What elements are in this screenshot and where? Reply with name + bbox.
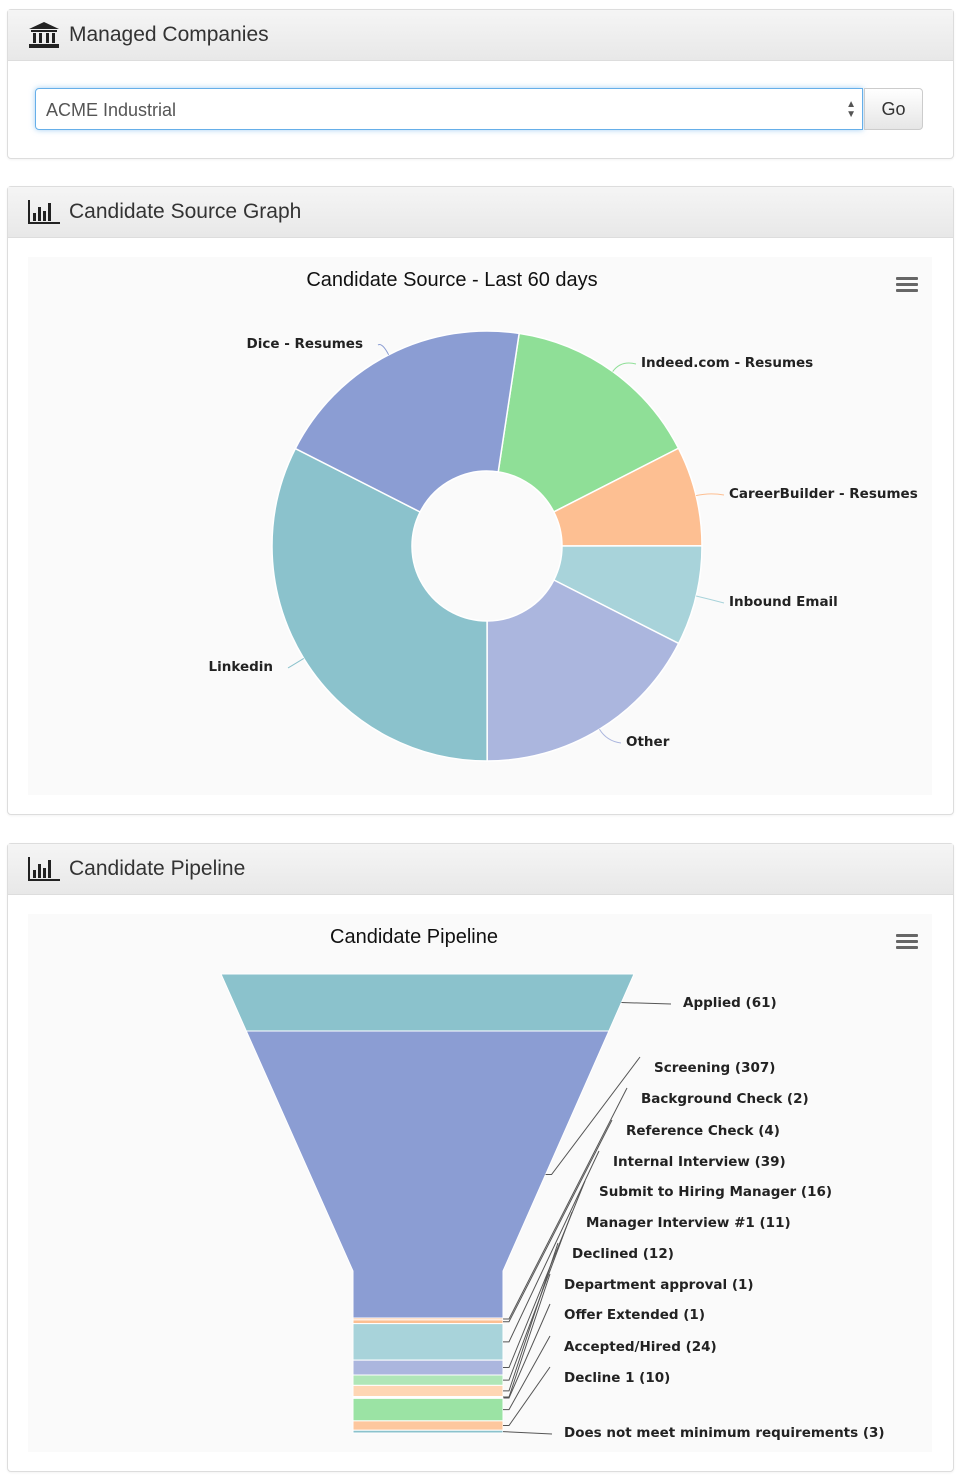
funnel-segment[interactable] bbox=[352, 1319, 504, 1325]
slice-label: Inbound Email bbox=[729, 594, 838, 610]
slice-label: Indeed.com - Resumes bbox=[641, 355, 814, 371]
funnel-label: Department approval (1) bbox=[564, 1277, 754, 1293]
pipeline-funnel-chart: Candidate Pipeline Applied (61) Screening… bbox=[28, 914, 932, 1452]
funnel-segment[interactable] bbox=[352, 1397, 504, 1422]
funnel-label: Background Check (2) bbox=[641, 1091, 809, 1107]
funnel-segment[interactable] bbox=[352, 1359, 504, 1376]
funnel-label: Accepted/Hired (24) bbox=[564, 1339, 717, 1355]
managed-companies-panel: Managed Companies ACME Industrial ▲ ▼ Go bbox=[7, 9, 954, 159]
funnel-label: Applied (61) bbox=[683, 995, 777, 1011]
connector-line bbox=[503, 1366, 551, 1427]
panel-title: Managed Companies bbox=[69, 23, 269, 46]
connector-line bbox=[503, 1150, 600, 1343]
chart-title: Candidate Source - Last 60 days bbox=[306, 269, 598, 291]
funnel-label: Does not meet minimum requirements (3) bbox=[564, 1425, 885, 1441]
connector-line bbox=[503, 1242, 559, 1392]
funnel-segment[interactable] bbox=[352, 1323, 504, 1361]
select-arrows-icon: ▲ ▼ bbox=[846, 99, 856, 120]
panel-header: Candidate Source Graph bbox=[8, 187, 953, 238]
funnel-segment[interactable] bbox=[352, 1420, 504, 1431]
pie-slice[interactable] bbox=[271, 447, 488, 762]
connector-line bbox=[503, 1303, 551, 1399]
connector-line bbox=[503, 1087, 628, 1320]
funnel-segment[interactable] bbox=[352, 1384, 504, 1398]
funnel-segment[interactable] bbox=[352, 1374, 504, 1386]
bar-chart-icon bbox=[28, 857, 60, 881]
funnel-label: Internal Interview (39) bbox=[613, 1154, 786, 1170]
funnel-segment[interactable] bbox=[220, 973, 635, 1032]
source-pie-chart: Candidate Source - Last 60 days Indeed.c… bbox=[28, 257, 932, 795]
pie-slice[interactable] bbox=[497, 332, 680, 513]
chart-menu-icon[interactable] bbox=[896, 931, 918, 952]
funnel-segment[interactable] bbox=[352, 1429, 504, 1434]
connector-line bbox=[287, 658, 305, 669]
bar-chart-icon bbox=[28, 200, 60, 224]
connector-line bbox=[695, 493, 725, 497]
bank-icon bbox=[29, 22, 59, 48]
company-select[interactable]: ACME Industrial ▲ ▼ bbox=[35, 88, 863, 130]
funnel-label: Offer Extended (1) bbox=[564, 1307, 705, 1323]
connector-line bbox=[503, 1119, 613, 1323]
pie-slice[interactable] bbox=[486, 578, 680, 762]
connector-line bbox=[621, 1002, 672, 1005]
funnel-segment[interactable] bbox=[245, 1030, 610, 1319]
connector-line bbox=[503, 1211, 573, 1381]
slice-label: Dice - Resumes bbox=[246, 336, 363, 352]
connector-line bbox=[377, 344, 390, 356]
connector-line bbox=[695, 595, 725, 604]
pie-slice[interactable] bbox=[294, 330, 521, 514]
funnel-label: Reference Check (4) bbox=[626, 1123, 780, 1139]
connector-line bbox=[545, 1056, 641, 1176]
connector-line bbox=[599, 728, 622, 744]
funnel-label: Declined (12) bbox=[572, 1246, 674, 1262]
connector-line bbox=[503, 1335, 551, 1411]
chart-menu-icon[interactable] bbox=[896, 274, 918, 295]
slice-label: CareerBuilder - Resumes bbox=[729, 486, 918, 502]
selected-value: ACME Industrial bbox=[46, 100, 177, 120]
connector-line bbox=[503, 1180, 586, 1369]
candidate-pipeline-panel: Candidate Pipeline Candidate Pipeline Ap… bbox=[7, 843, 954, 1472]
funnel-label: Submit to Hiring Manager (16) bbox=[599, 1184, 833, 1200]
panel-title: Candidate Pipeline bbox=[69, 857, 246, 880]
slice-label: Other bbox=[626, 734, 670, 750]
connector-line bbox=[612, 362, 637, 372]
funnel-label: Screening (307) bbox=[654, 1060, 776, 1076]
funnel-label: Decline 1 (10) bbox=[564, 1370, 671, 1386]
slice-label: Linkedin bbox=[208, 659, 273, 675]
chart-title: Candidate Pipeline bbox=[330, 926, 498, 948]
panel-header: Candidate Pipeline bbox=[8, 844, 953, 895]
connector-line bbox=[502, 1431, 553, 1435]
funnel-label: Manager Interview #1 (11) bbox=[586, 1215, 791, 1231]
panel-title: Candidate Source Graph bbox=[69, 200, 302, 223]
candidate-source-panel: Candidate Source Graph Candidate Source … bbox=[7, 186, 954, 815]
go-button[interactable]: Go bbox=[864, 88, 923, 130]
panel-header: Managed Companies bbox=[8, 10, 953, 61]
